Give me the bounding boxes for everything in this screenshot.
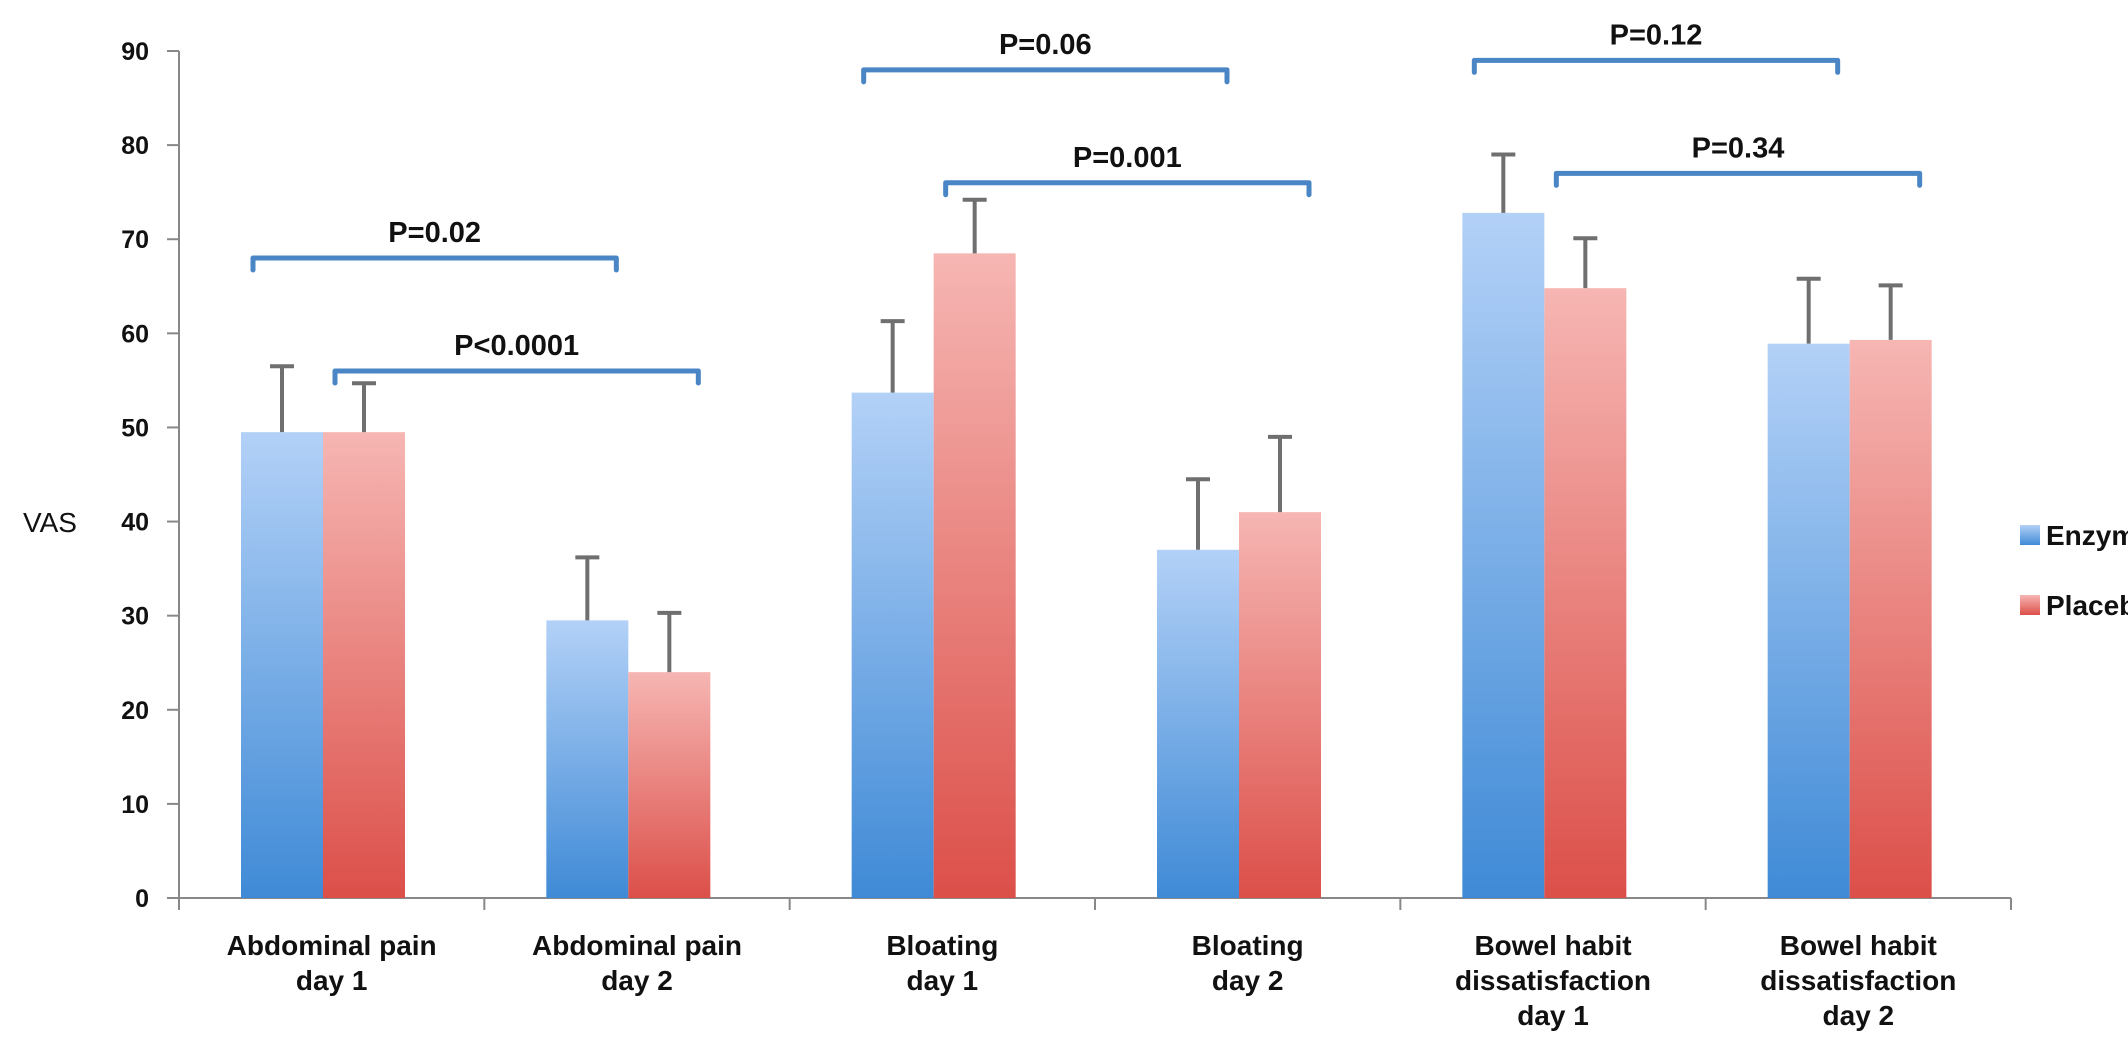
- significance-bracket: [861, 67, 1230, 85]
- x-category-label-line: dissatisfaction: [1760, 965, 1956, 996]
- legend-swatch-placebo: [2020, 595, 2040, 615]
- x-category-label-line: day 1: [296, 965, 368, 996]
- significance-p-value: P=0.02: [388, 217, 481, 249]
- y-axis-label: VAS: [23, 507, 77, 538]
- significance-bracket: [332, 368, 701, 386]
- bar-placebo: [323, 432, 405, 898]
- significance-p-value: P=0.001: [1073, 142, 1182, 174]
- legend-label-enzyme: Enzyme: [2046, 520, 2128, 551]
- y-tick-label: 30: [121, 603, 149, 631]
- x-category-label-line: Bowel habit: [1780, 930, 1937, 961]
- y-tick-label: 20: [121, 697, 149, 725]
- significance-bracket: [1471, 57, 1841, 75]
- x-category-label-line: Bloating: [886, 930, 998, 961]
- y-tick-label: 80: [121, 132, 149, 160]
- significance-bracket: [943, 180, 1312, 198]
- x-category-label-line: day 2: [1212, 965, 1284, 996]
- axes: 0 10 20 30 40 50 60 70 80 90 VAS Abdominal pain day …: [23, 38, 2012, 1031]
- y-tick-label: 90: [121, 38, 149, 66]
- bar-enzyme: [1462, 212, 1545, 899]
- x-category-label: Bowel habit dissatisfaction day 1: [1455, 930, 1651, 1031]
- significance-p-value: P=0.12: [1610, 19, 1703, 51]
- significance-p-value: P=0.34: [1692, 132, 1785, 164]
- significance-p-value: P<0.0001: [454, 330, 579, 362]
- y-tick-label: 70: [121, 226, 149, 254]
- x-category-label-line: Bloating: [1192, 930, 1304, 961]
- significance-bracket: [1553, 170, 1923, 188]
- bar-enzyme: [1157, 549, 1239, 898]
- bar-placebo: [1239, 512, 1321, 898]
- y-tick-label: 60: [121, 320, 149, 348]
- y-tick-label: 50: [121, 414, 149, 442]
- bars: [241, 212, 1932, 899]
- significance-p-value: P=0.06: [999, 29, 1092, 61]
- x-category-label-line: Abdominal pain: [227, 930, 437, 961]
- bar-placebo: [1544, 288, 1627, 898]
- bar-enzyme: [546, 620, 629, 898]
- bar-enzyme: [241, 432, 323, 898]
- bar-placebo: [933, 253, 1016, 899]
- x-category-label: Bloating day 2: [1192, 930, 1304, 996]
- y-tick-label: 10: [121, 791, 149, 819]
- x-category-label-line: day 1: [1517, 1000, 1589, 1031]
- x-category-label-line: Bowel habit: [1474, 930, 1631, 961]
- error-bars: [270, 152, 1903, 673]
- bar-enzyme: [1767, 343, 1850, 898]
- y-tick-label: 40: [121, 509, 149, 537]
- x-category-label-line: day 2: [1823, 1000, 1895, 1031]
- legend-swatch-enzyme: [2020, 525, 2040, 545]
- x-category-label: Abdominal pain day 1: [227, 930, 437, 996]
- x-category-label-line: day 2: [601, 965, 673, 996]
- significance-bracket: [250, 255, 619, 273]
- x-category-label-line: dissatisfaction: [1455, 965, 1651, 996]
- legend-label-placebo: Placebo: [2046, 590, 2128, 621]
- legend: Enzyme Placebo: [2020, 520, 2128, 621]
- x-category-label: Abdominal pain day 2: [532, 930, 742, 996]
- x-category-label: Bloating day 1: [886, 930, 998, 996]
- bar-placebo: [1849, 339, 1932, 898]
- bar-enzyme: [851, 392, 934, 898]
- x-category-label-line: Abdominal pain: [532, 930, 742, 961]
- bar-placebo: [628, 672, 711, 898]
- x-category-label: Bowel habit dissatisfaction day 2: [1760, 930, 1956, 1031]
- x-category-label-line: day 1: [907, 965, 979, 996]
- y-tick-label: 0: [135, 885, 149, 913]
- significance-annotations: P=0.02 P<0.0001 P=0.06 P=0.001 P=0.12 P=0.34: [250, 19, 1923, 386]
